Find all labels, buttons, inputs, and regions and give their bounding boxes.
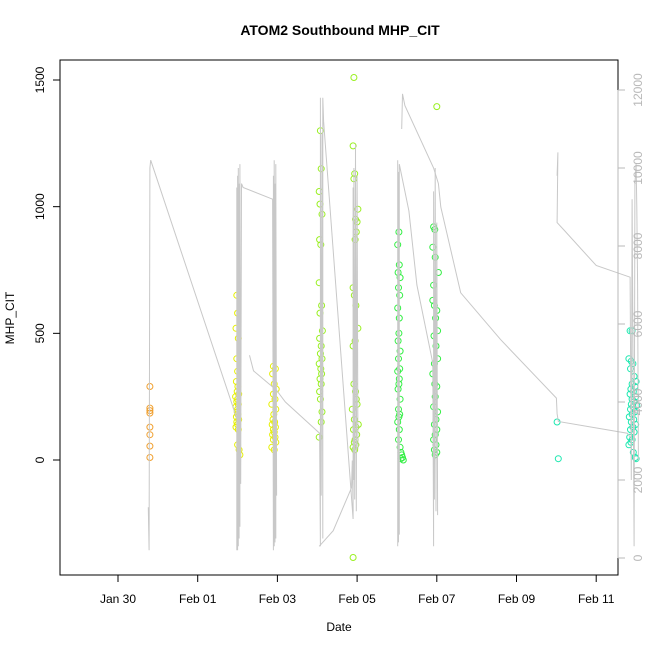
line-segment bbox=[236, 160, 278, 551]
x-tick-label: Feb 09 bbox=[498, 592, 536, 606]
data-point bbox=[146, 431, 154, 439]
data-point bbox=[349, 554, 357, 561]
chart-title: ATOM2 Southbound MHP_CIT bbox=[240, 22, 440, 38]
x-tick-label: Jan 30 bbox=[100, 592, 136, 606]
y-tick-label: 1000 bbox=[33, 193, 47, 220]
x-tick-label: Feb 01 bbox=[179, 592, 217, 606]
data-point bbox=[351, 170, 359, 178]
y2-tick-label: 10000 bbox=[631, 151, 645, 185]
y2-tick-label: 0 bbox=[631, 554, 645, 561]
data-point bbox=[317, 165, 325, 173]
data-point bbox=[431, 431, 439, 439]
x-axis: Jan 30 Feb 01 Feb 03 Feb 05 Feb 07 Feb 09 Feb … bbox=[100, 574, 615, 606]
plot-frame bbox=[59, 59, 619, 576]
data-point bbox=[146, 442, 154, 450]
y-axis-left: 0 500 1000 1500 bbox=[33, 66, 61, 463]
y2-tick-label: 4000 bbox=[631, 388, 645, 415]
line-segment bbox=[249, 97, 359, 547]
y-axis-right: 0 2000 4000 6000 8000 10000 12000 bbox=[617, 73, 645, 561]
data-point bbox=[396, 274, 404, 282]
data-point bbox=[146, 454, 154, 461]
line-segment bbox=[147, 160, 241, 551]
x-axis-label: Date bbox=[326, 620, 352, 634]
line-segment bbox=[556, 152, 639, 547]
data-point bbox=[431, 451, 439, 459]
data-point bbox=[318, 408, 326, 416]
data-point bbox=[146, 423, 154, 431]
data-point bbox=[433, 103, 441, 111]
data-point bbox=[399, 456, 407, 464]
data-point bbox=[396, 347, 404, 355]
data-point bbox=[349, 142, 357, 150]
data-point bbox=[396, 443, 404, 451]
y-tick-label: 500 bbox=[33, 323, 47, 343]
data-point bbox=[633, 402, 641, 409]
y2-tick-label: 8000 bbox=[631, 232, 645, 259]
line-segment bbox=[397, 160, 439, 547]
x-tick-label: Feb 05 bbox=[338, 592, 376, 606]
x-tick-label: Feb 03 bbox=[259, 592, 297, 606]
x-tick-label: Feb 07 bbox=[418, 592, 456, 606]
y2-tick-label: 12000 bbox=[631, 73, 645, 107]
y2-tick-label: 6000 bbox=[631, 310, 645, 337]
y-axis-label: MHP_CIT bbox=[3, 291, 17, 344]
data-point bbox=[146, 407, 154, 415]
data-point bbox=[315, 188, 323, 195]
y-tick-label: 1500 bbox=[33, 66, 47, 93]
data-point bbox=[350, 74, 358, 81]
data-point bbox=[146, 409, 154, 417]
data-point bbox=[554, 455, 562, 463]
data-points bbox=[146, 74, 641, 561]
line-segment bbox=[318, 460, 354, 547]
y-tick-label: 0 bbox=[33, 456, 47, 463]
y2-tick-label: 2000 bbox=[631, 466, 645, 493]
data-point bbox=[352, 388, 359, 396]
data-point bbox=[396, 395, 404, 403]
x-tick-label: Feb 11 bbox=[578, 592, 615, 606]
line-series bbox=[147, 93, 639, 551]
line-segment bbox=[401, 93, 631, 438]
data-point bbox=[431, 393, 439, 401]
